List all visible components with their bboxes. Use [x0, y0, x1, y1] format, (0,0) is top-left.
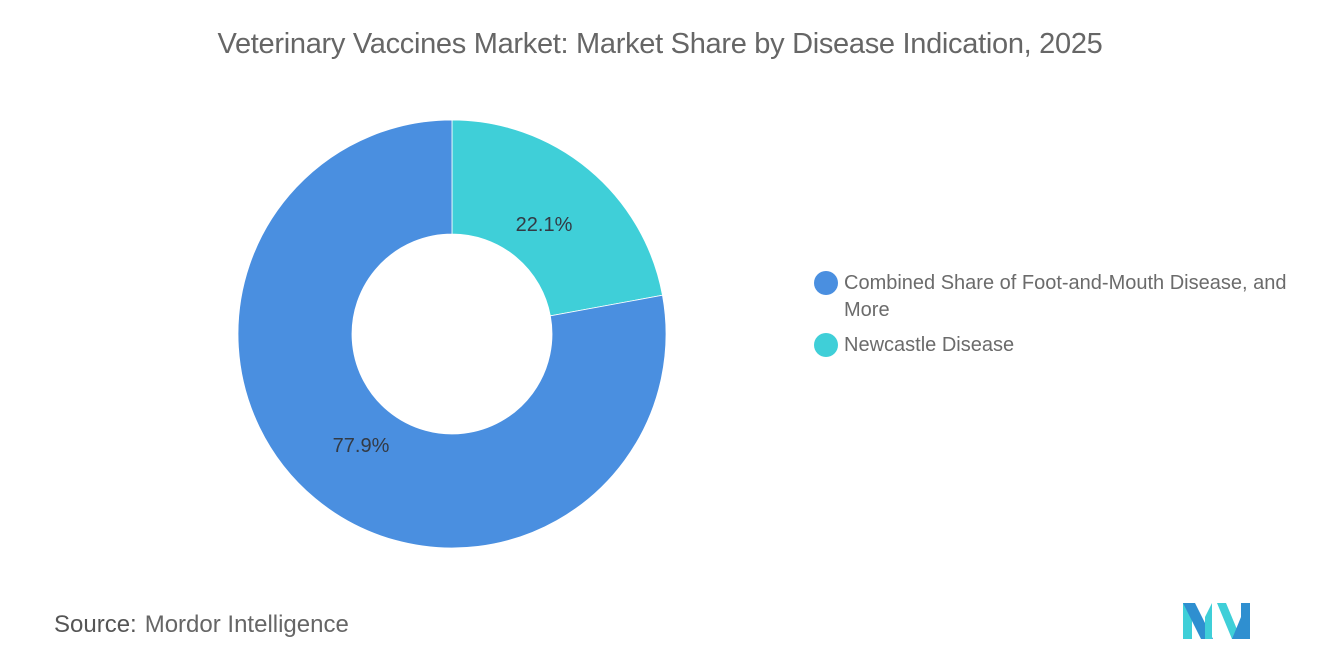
legend-swatch-blue-icon: [814, 271, 838, 295]
source-label: Source:: [54, 611, 137, 638]
legend-label: Combined Share of Foot-and-Mouth Disease…: [844, 272, 1287, 321]
slice-label-foot-and-mouth: 77.9%: [333, 435, 390, 457]
slice-foot-and-mouth[interactable]: [237, 119, 667, 549]
legend-swatch-teal-icon: [814, 333, 838, 357]
source-value: Mordor Intelligence: [144, 611, 349, 638]
mordor-intelligence-logo-icon: [1183, 603, 1250, 639]
chart-legend: Combined Share of Foot-and-Mouth Disease…: [814, 270, 1294, 367]
slice-label-newcastle: 22.1%: [516, 214, 573, 236]
slice-newcastle[interactable]: [451, 119, 663, 317]
legend-item-newcastle[interactable]: Newcastle Disease: [814, 332, 1294, 359]
legend-item-foot-and-mouth[interactable]: Combined Share of Foot-and-Mouth Disease…: [814, 270, 1294, 324]
source-note: Source: Mordor Intelligence: [54, 611, 349, 639]
legend-label: Newcastle Disease: [844, 334, 1015, 356]
donut-slices: [237, 119, 667, 549]
chart-title: Veterinary Vaccines Market: Market Share…: [217, 28, 1103, 60]
